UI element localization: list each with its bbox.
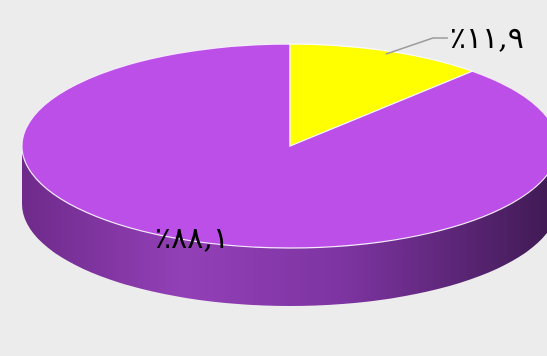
data-label-small-slice: ٪١١,٩: [450, 21, 524, 56]
pie-side-wall: [22, 146, 547, 306]
pie-slice-large: [21, 43, 547, 249]
pie-labels: ٪١١,٩ ٪٨٨,١: [155, 21, 524, 256]
data-label-large-slice: ٪٨٨,١: [155, 221, 229, 256]
leader-line: [385, 37, 448, 55]
pie-top: [21, 43, 547, 249]
pie-slice-small: [289, 43, 474, 147]
pie-side: [22, 146, 547, 306]
